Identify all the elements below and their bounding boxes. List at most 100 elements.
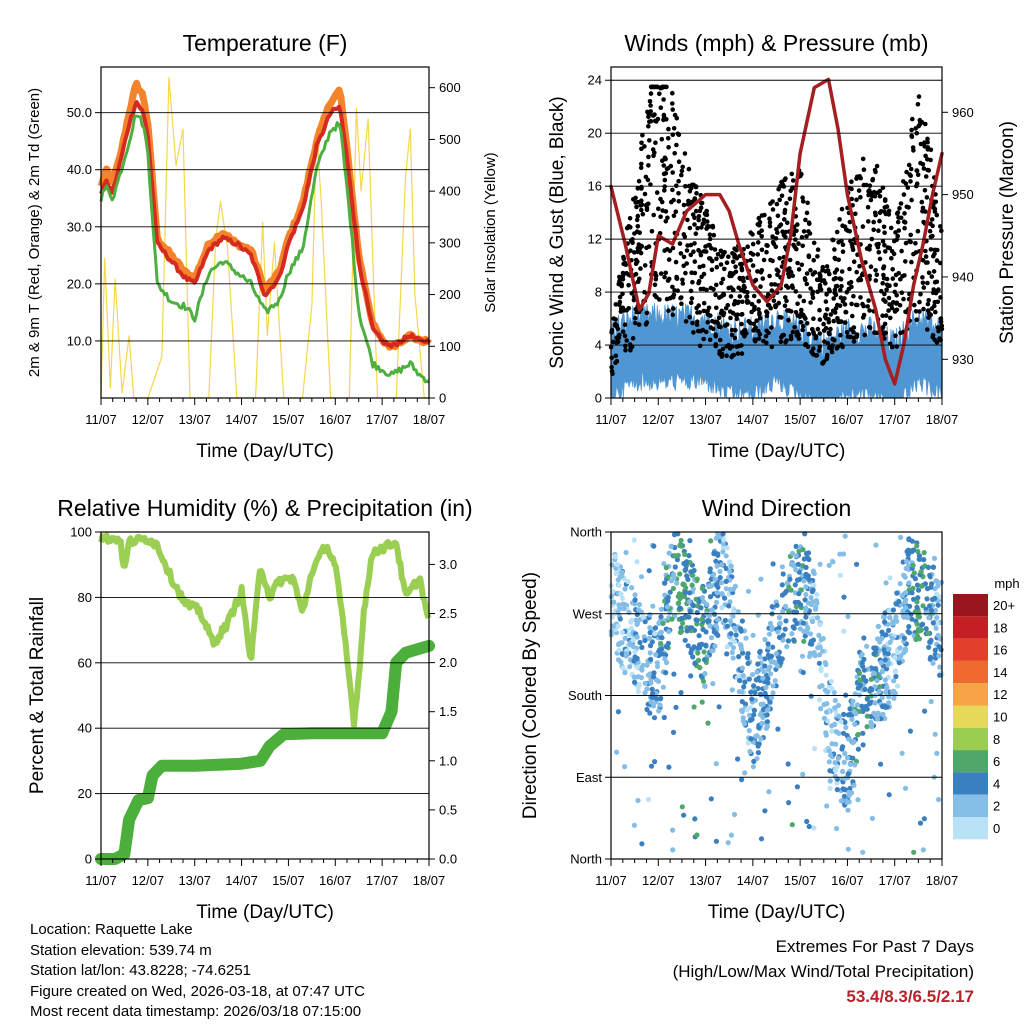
direction-point	[791, 625, 797, 631]
gust-point	[816, 348, 822, 353]
direction-point	[936, 653, 942, 659]
gust-point	[768, 201, 773, 206]
direction-point	[686, 553, 692, 559]
gust-point	[800, 327, 805, 333]
direction-point	[800, 620, 806, 626]
direction-point	[879, 668, 886, 675]
direction-point	[926, 644, 932, 650]
gust-point	[767, 216, 772, 221]
direction-point	[842, 750, 848, 757]
gust-point	[872, 194, 878, 199]
gust-point	[936, 328, 941, 334]
direction-point	[916, 628, 923, 634]
gust-point	[705, 224, 710, 229]
plot-border	[100, 66, 430, 399]
gust-point	[638, 203, 643, 208]
direction-point	[894, 618, 900, 624]
gust-point	[639, 161, 644, 167]
figure-created: Figure created on Wed, 2026-03-18, at 07…	[30, 982, 365, 1000]
gust-point	[705, 320, 710, 325]
gust-point	[910, 116, 915, 122]
direction-point	[860, 708, 866, 714]
gust-point	[893, 282, 898, 288]
gust-point	[716, 315, 722, 321]
direction-point	[882, 610, 888, 616]
gust-point	[908, 179, 913, 184]
gust-point	[646, 201, 651, 207]
gust-point	[697, 264, 702, 270]
direction-point	[932, 731, 938, 737]
gust-point	[820, 264, 826, 270]
direction-point	[840, 786, 846, 792]
direction-point	[732, 625, 738, 631]
gust-point	[925, 327, 930, 332]
direction-point	[697, 665, 703, 671]
gust-point	[653, 270, 658, 276]
gust-point	[800, 323, 806, 329]
gust-point	[691, 249, 696, 254]
gust-point	[891, 251, 897, 257]
direction-point	[909, 616, 915, 622]
gust-point	[737, 294, 743, 299]
gust-point	[711, 232, 717, 238]
direction-point	[925, 630, 931, 636]
direction-point	[936, 644, 942, 650]
direction-point	[619, 595, 626, 602]
direction-point	[861, 667, 868, 673]
gust-point	[848, 279, 854, 285]
gust-point	[678, 251, 684, 256]
gust-point	[622, 322, 628, 328]
direction-point	[761, 669, 767, 675]
gust-point	[615, 326, 621, 332]
station-pressure-line	[609, 77, 944, 386]
direction-point	[688, 569, 694, 575]
legend-label: 8	[993, 732, 1000, 747]
direction-point	[748, 689, 754, 695]
gust-point	[635, 259, 640, 264]
direction-point	[899, 750, 905, 756]
gust-point	[759, 234, 764, 239]
gust-point	[765, 292, 771, 297]
direction-point	[755, 685, 761, 692]
direction-point	[746, 712, 753, 718]
direction-point	[760, 675, 766, 681]
direction-point	[759, 720, 765, 727]
legend-swatch	[953, 750, 988, 773]
gust-point	[730, 287, 736, 292]
gust-point	[932, 247, 938, 253]
direction-point	[895, 683, 901, 689]
gust-point	[643, 322, 649, 327]
gust-point	[893, 333, 898, 339]
y-tick-label: 0	[85, 852, 92, 867]
direction-point	[770, 561, 776, 567]
direction-point	[818, 706, 824, 712]
direction-point	[770, 683, 776, 689]
gust-point	[639, 146, 644, 152]
gust-point	[842, 296, 847, 301]
y-axis-label: Direction (Colored By Speed)	[520, 572, 541, 819]
direction-point	[907, 728, 914, 734]
direction-point	[934, 615, 940, 621]
direction-point	[921, 550, 927, 556]
direction-point	[776, 615, 783, 621]
direction-points	[608, 531, 945, 855]
gust-point	[700, 221, 706, 227]
direction-point	[749, 696, 755, 702]
direction-point	[875, 636, 881, 642]
direction-point	[757, 691, 764, 697]
gust-point	[720, 276, 726, 282]
gust-point	[704, 287, 709, 293]
direction-point	[700, 678, 707, 684]
gust-point	[624, 270, 629, 276]
gust-point	[708, 325, 714, 330]
direction-point	[626, 609, 632, 616]
gust-point	[902, 225, 907, 231]
gust-point	[773, 244, 779, 250]
direction-point	[839, 798, 845, 804]
gust-point	[899, 290, 905, 296]
direction-point	[868, 676, 874, 682]
direction-point	[921, 816, 928, 822]
gust-point	[808, 300, 813, 305]
y2-axis-label: Station Pressure (Maroon)	[997, 121, 1018, 344]
